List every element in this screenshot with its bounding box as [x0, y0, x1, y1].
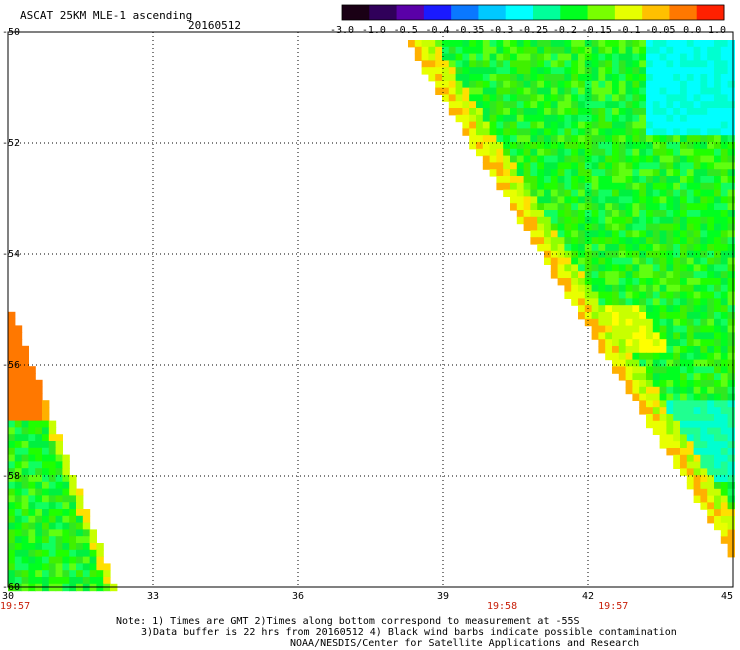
- colorbar-tick-label: -0.3: [489, 25, 514, 36]
- colorbar-tick-label: -1.0: [361, 25, 386, 36]
- colorbar-tick-label: -0.05: [645, 25, 676, 36]
- colorbar-frame: [341, 4, 725, 21]
- colorbar-swatch: [342, 5, 370, 20]
- lat-tick-label: -60: [2, 582, 21, 593]
- colorbar-swatch: [478, 5, 507, 20]
- lon-tick-label: 42: [582, 591, 595, 602]
- time-label: 19:57: [0, 601, 31, 612]
- colorbar-tick-label: 0.0: [683, 25, 702, 36]
- time-label: 19:58: [487, 601, 518, 612]
- colorbar-swatch: [696, 5, 725, 20]
- time-label: 19:57: [598, 601, 629, 612]
- colorbar-tick-label: -0.35: [454, 25, 485, 36]
- lon-tick-label: 45: [721, 591, 734, 602]
- lat-tick-label: -54: [2, 249, 21, 260]
- lon-tick-label: 36: [292, 591, 305, 602]
- colorbar-tick-label: -0.15: [581, 25, 612, 36]
- lat-tick-label: -56: [2, 360, 21, 371]
- map-title: ASCAT 25KM MLE-1 ascending: [20, 9, 193, 22]
- lat-tick-label: -52: [2, 138, 21, 149]
- colorbar: [341, 4, 725, 21]
- note-line-2: 3)Data buffer is 22 hrs from 20160512 4)…: [141, 627, 677, 638]
- colorbar-swatch: [560, 5, 589, 20]
- colorbar-tick-label: -0.4: [425, 25, 450, 36]
- note-line-3: NOAA/NESDIS/Center for Satellite Applica…: [290, 638, 640, 649]
- swath-data-layer: [8, 40, 735, 592]
- colorbar-swatch: [423, 5, 452, 20]
- lon-tick-label: 33: [147, 591, 160, 602]
- colorbar-swatch: [451, 5, 479, 20]
- lon-tick-label: 39: [437, 591, 450, 602]
- colorbar-swatch: [533, 5, 561, 20]
- colorbar-swatch: [642, 5, 670, 20]
- colorbar-swatch: [587, 5, 616, 20]
- colorbar-swatch: [614, 5, 643, 20]
- colorbar-tick-label: -3.0: [330, 25, 355, 36]
- grid-lines: [8, 32, 733, 587]
- colorbar-swatch: [396, 5, 425, 20]
- plot-frame: [7, 31, 734, 588]
- lat-tick-label: -58: [2, 471, 21, 482]
- colorbar-tick-label: -0.1: [616, 25, 641, 36]
- colorbar-swatch: [669, 5, 698, 20]
- colorbar-tick-label: -0.2: [552, 25, 577, 36]
- map-date: 20160512: [188, 19, 241, 32]
- colorbar-tick-label: -0.25: [518, 25, 549, 36]
- colorbar-swatch: [505, 5, 534, 20]
- note-line-1: Note: 1) Times are GMT 2)Times along bot…: [116, 616, 580, 627]
- lon-tick-label: 30: [2, 591, 15, 602]
- lat-tick-label: -50: [2, 27, 21, 38]
- colorbar-tick-label: -0.5: [393, 25, 418, 36]
- colorbar-swatch: [369, 5, 398, 20]
- colorbar-tick-label: 1.0: [708, 25, 727, 36]
